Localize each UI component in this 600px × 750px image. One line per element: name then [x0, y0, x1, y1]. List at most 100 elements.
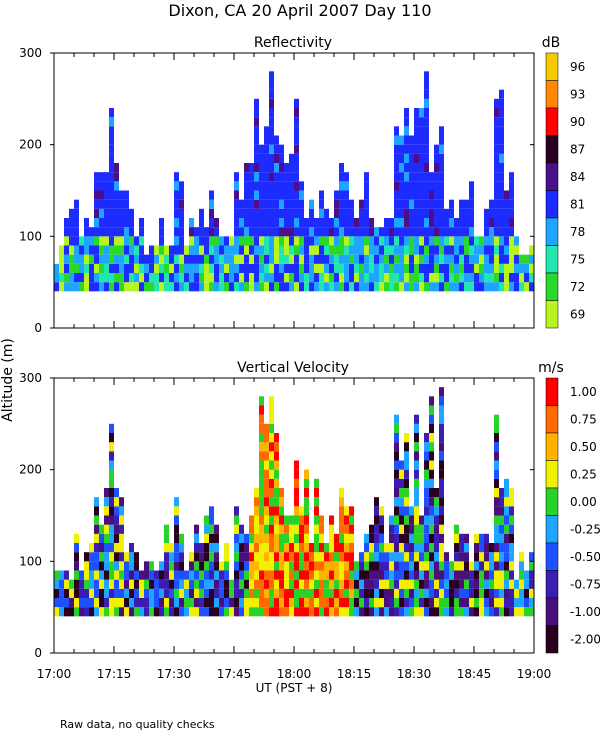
heatmap-cell	[174, 254, 179, 264]
heatmap-cell	[384, 552, 389, 562]
heatmap-cell	[84, 254, 89, 264]
colorbar-tick-label: 87	[570, 142, 585, 156]
heatmap-cell	[249, 607, 254, 617]
heatmap-cell	[394, 433, 399, 443]
heatmap-cell	[399, 135, 404, 145]
heatmap-cell	[284, 190, 289, 200]
heatmap-cell	[209, 218, 214, 228]
heatmap-cell	[419, 579, 424, 589]
heatmap-cell	[274, 543, 279, 553]
heatmap-cell	[264, 190, 269, 200]
heatmap-cell	[374, 543, 379, 553]
heatmap-cell	[194, 263, 199, 273]
heatmap-cell	[479, 254, 484, 264]
heatmap-cell	[254, 153, 259, 163]
heatmap-cell	[394, 607, 399, 617]
heatmap-cell	[489, 254, 494, 264]
heatmap-cell	[354, 282, 359, 292]
heatmap-cell	[94, 598, 99, 608]
heatmap-cell	[469, 254, 474, 264]
heatmap-cell	[314, 543, 319, 553]
heatmap-cell	[209, 190, 214, 200]
heatmap-cell	[244, 227, 249, 237]
heatmap-cell	[294, 245, 299, 255]
heatmap-cell	[374, 588, 379, 598]
heatmap-cell	[109, 497, 114, 507]
heatmap-cell	[314, 552, 319, 562]
heatmap-cell	[289, 218, 294, 228]
heatmap-cell	[259, 218, 264, 228]
heatmap-cell	[129, 227, 134, 237]
heatmap-cell	[299, 254, 304, 264]
heatmap-cell	[369, 218, 374, 228]
heatmap-cell	[304, 515, 309, 525]
heatmap-cell	[484, 245, 489, 255]
heatmap-cell	[314, 598, 319, 608]
heatmap-cell	[494, 208, 499, 218]
heatmap-cell	[489, 579, 494, 589]
heatmap-cell	[64, 236, 69, 246]
heatmap-cell	[304, 227, 309, 237]
heatmap-cell	[99, 263, 104, 273]
heatmap-cell	[464, 570, 469, 580]
heatmap-cell	[304, 533, 309, 543]
heatmap-cell	[424, 460, 429, 470]
heatmap-cell	[124, 579, 129, 589]
heatmap-cell	[424, 273, 429, 283]
heatmap-cell	[369, 273, 374, 283]
heatmap-cell	[439, 607, 444, 617]
heatmap-cell	[249, 533, 254, 543]
heatmap-cell	[119, 570, 124, 580]
heatmap-cell	[74, 579, 79, 589]
heatmap-cell	[254, 607, 259, 617]
heatmap-cell	[269, 607, 274, 617]
heatmap-cell	[404, 570, 409, 580]
heatmap-cell	[104, 172, 109, 182]
heatmap-cell	[319, 561, 324, 571]
heatmap-cell	[359, 598, 364, 608]
heatmap-cell	[374, 273, 379, 283]
heatmap-cell	[224, 552, 229, 562]
heatmap-cell	[259, 433, 264, 443]
heatmap-cell	[239, 254, 244, 264]
heatmap-cell	[339, 181, 344, 191]
heatmap-cell	[284, 515, 289, 525]
heatmap-cell	[214, 254, 219, 264]
heatmap-cell	[499, 273, 504, 283]
heatmap-cell	[249, 282, 254, 292]
heatmap-cell	[429, 478, 434, 488]
heatmap-cell	[314, 282, 319, 292]
heatmap-cell	[399, 245, 404, 255]
heatmap-cell	[134, 552, 139, 562]
heatmap-cell	[194, 227, 199, 237]
heatmap-cell	[244, 199, 249, 209]
heatmap-cell	[264, 515, 269, 525]
heatmap-cell	[399, 524, 404, 534]
heatmap-cell	[214, 524, 219, 534]
heatmap-cell	[249, 598, 254, 608]
heatmap-cell	[419, 117, 424, 127]
heatmap-cell	[159, 254, 164, 264]
heatmap-cell	[244, 245, 249, 255]
heatmap-cell	[364, 273, 369, 283]
heatmap-cell	[249, 543, 254, 553]
heatmap-cell	[494, 488, 499, 498]
heatmap-cell	[84, 607, 89, 617]
colorbar-swatch	[545, 80, 559, 109]
heatmap-cell	[394, 515, 399, 525]
heatmap-cell	[214, 552, 219, 562]
heatmap-cell	[504, 218, 509, 228]
heatmap-cell	[209, 263, 214, 273]
heatmap-cell	[444, 282, 449, 292]
heatmap-cell	[339, 524, 344, 534]
heatmap-cell	[194, 552, 199, 562]
heatmap-cell	[99, 524, 104, 534]
heatmap-cell	[424, 533, 429, 543]
heatmap-cell	[254, 488, 259, 498]
heatmap-cell	[114, 579, 119, 589]
heatmap-cell	[419, 153, 424, 163]
heatmap-cell	[294, 515, 299, 525]
heatmap-cell	[389, 273, 394, 283]
heatmap-cell	[429, 451, 434, 461]
heatmap-cell	[99, 282, 104, 292]
